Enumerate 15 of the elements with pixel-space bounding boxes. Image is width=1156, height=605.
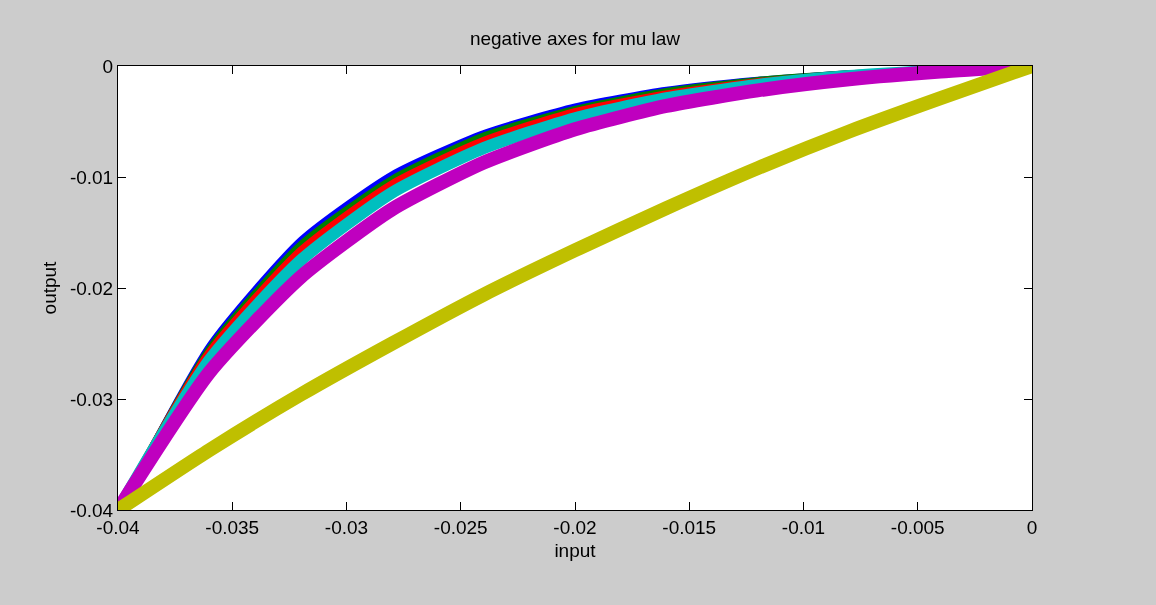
x-tick-label: -0.035 [205,516,260,538]
x-tick-label: -0.025 [433,516,488,538]
chart-title: negative axes for mu law [469,27,681,49]
x-tick-label: 0 [1026,516,1038,538]
y-tick-label: -0.01 [69,166,114,188]
x-tick-label: -0.005 [890,516,945,538]
x-tick-label: -0.03 [324,516,369,538]
x-axis-title: input [554,539,597,561]
y-axis-title: output [38,260,60,315]
x-tick-label: -0.015 [662,516,717,538]
y-tick-label: 0 [102,55,114,77]
y-tick-label: -0.02 [69,277,114,299]
x-tick-label: -0.02 [553,516,597,538]
y-tick-label: -0.03 [69,388,114,410]
x-tick-label: -0.01 [781,516,826,538]
